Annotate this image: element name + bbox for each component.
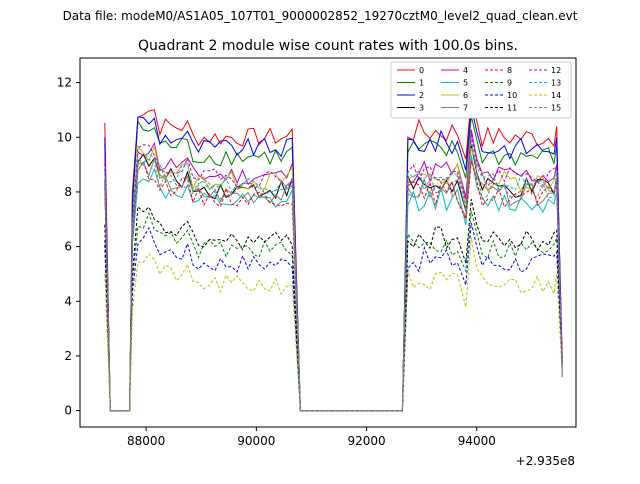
legend-label: 6 xyxy=(463,91,468,100)
y-tick-label: 12 xyxy=(57,76,72,90)
legend-label: 1 xyxy=(419,79,424,88)
series-line-4 xyxy=(104,129,563,412)
series-line-6 xyxy=(104,144,563,412)
legend-label: 14 xyxy=(551,91,561,100)
series-line-7 xyxy=(104,156,563,412)
legend-label: 4 xyxy=(463,66,468,75)
series-line-15 xyxy=(104,140,563,412)
x-offset-label: +2.935e8 xyxy=(516,454,575,468)
legend-label: 15 xyxy=(551,104,561,113)
legend-label: 13 xyxy=(551,79,561,88)
legend-label: 5 xyxy=(463,79,468,88)
y-tick-label: 8 xyxy=(64,185,72,199)
series-line-9 xyxy=(104,210,563,412)
series-line-10 xyxy=(104,222,563,412)
y-tick-label: 2 xyxy=(64,349,72,363)
series-lines xyxy=(104,98,563,412)
legend-label: 7 xyxy=(463,104,468,113)
series-line-0 xyxy=(104,98,563,412)
series-line-11 xyxy=(104,199,563,412)
plot-frame xyxy=(79,57,577,428)
x-tick-label: 88000 xyxy=(127,434,165,448)
plot-area xyxy=(79,57,577,428)
x-tick-label: 90000 xyxy=(237,434,275,448)
x-tick-label: 92000 xyxy=(347,434,385,448)
chart-title: Quadrant 2 module wise count rates with … xyxy=(138,38,518,54)
series-line-8 xyxy=(104,159,563,412)
series-line-2 xyxy=(104,105,563,412)
series-line-3 xyxy=(104,145,563,412)
series-line-14 xyxy=(104,237,563,412)
y-tick-label: 10 xyxy=(57,130,72,144)
series-line-1 xyxy=(104,115,563,412)
x-tick-label: 94000 xyxy=(458,434,496,448)
y-tick-label: 6 xyxy=(64,240,72,254)
legend-label: 9 xyxy=(507,79,512,88)
y-tick-label: 4 xyxy=(64,294,72,308)
legend-box xyxy=(390,61,572,119)
series-line-13 xyxy=(104,138,563,412)
figure-suptitle: Data file: modeM0/AS1A05_107T01_90000028… xyxy=(63,9,578,23)
legend-label: 12 xyxy=(551,66,561,75)
y-tick-label: 0 xyxy=(64,404,72,418)
legend-label: 0 xyxy=(419,66,424,75)
legend-label: 11 xyxy=(507,104,517,113)
legend-label: 10 xyxy=(507,91,517,100)
legend-label: 3 xyxy=(419,104,424,113)
legend-label: 2 xyxy=(419,91,424,100)
legend-label: 8 xyxy=(507,66,512,75)
series-line-12 xyxy=(104,134,563,412)
